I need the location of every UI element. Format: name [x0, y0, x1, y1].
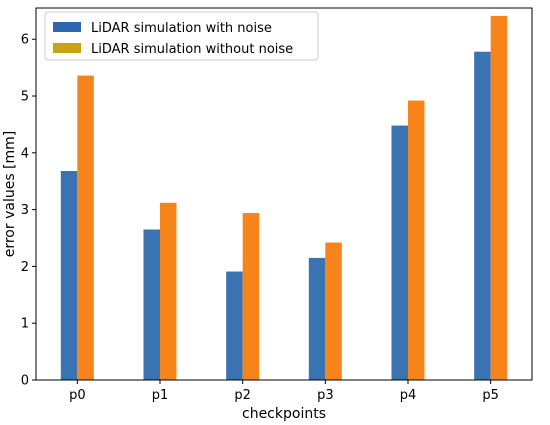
y-tick-label: 1 — [21, 317, 29, 332]
y-tick-label: 0 — [21, 374, 29, 389]
bar-p4-series-1 — [408, 100, 425, 380]
bar-p2-series-0 — [226, 271, 243, 380]
bar-p5-series-0 — [474, 51, 491, 380]
legend: LiDAR simulation with noise LiDAR simula… — [44, 11, 319, 61]
ticks-layer: 0 1 2 3 4 5 6 p0 p1 p2 p3 p4 p5 — [21, 33, 499, 403]
axes-layer — [35, 7, 533, 381]
bars-layer — [60, 15, 508, 380]
bar-p0-series-0 — [60, 171, 78, 380]
bar-p5-series-1 — [490, 15, 508, 380]
x-tick-label: p1 — [152, 388, 169, 403]
y-tick-label: 3 — [21, 203, 29, 218]
y-tick-label: 5 — [21, 90, 29, 105]
legend-frame — [44, 11, 319, 61]
x-tick-label: p0 — [69, 388, 86, 403]
bar-p3-series-1 — [325, 242, 342, 380]
legend-swatch-without-noise — [53, 43, 81, 53]
bar-p4-series-0 — [391, 125, 408, 380]
legend-entry-with-noise: LiDAR simulation with noise — [91, 21, 272, 36]
bar-p1-series-0 — [143, 229, 160, 380]
legend-swatch-with-noise — [53, 22, 81, 32]
x-axis-label: checkpoints — [242, 406, 326, 422]
bar-p0-series-1 — [77, 75, 94, 380]
y-tick-label: 4 — [21, 146, 29, 161]
y-axis-label: error values [mm] — [2, 131, 18, 258]
x-tick-label: p5 — [482, 388, 499, 403]
bar-p2-series-1 — [242, 213, 260, 380]
bar-p1-series-1 — [160, 202, 177, 380]
x-tick-label: p4 — [400, 388, 417, 403]
y-tick-label: 2 — [21, 260, 29, 275]
bar-p3-series-0 — [308, 257, 326, 380]
plot-frame — [35, 7, 533, 381]
x-tick-label: p2 — [234, 388, 251, 403]
y-tick-label: 6 — [21, 33, 29, 48]
legend-entry-without-noise: LiDAR simulation without noise — [91, 42, 293, 57]
x-tick-label: p3 — [317, 388, 334, 403]
